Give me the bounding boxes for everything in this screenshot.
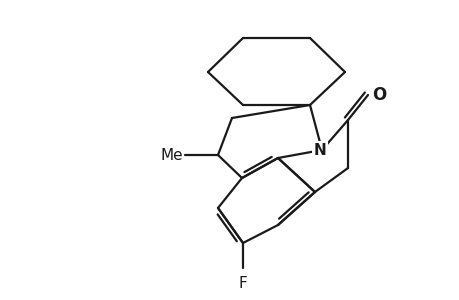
Text: Me: Me <box>160 148 183 163</box>
Text: N: N <box>313 142 326 158</box>
Text: F: F <box>238 276 247 291</box>
Text: O: O <box>371 86 386 104</box>
